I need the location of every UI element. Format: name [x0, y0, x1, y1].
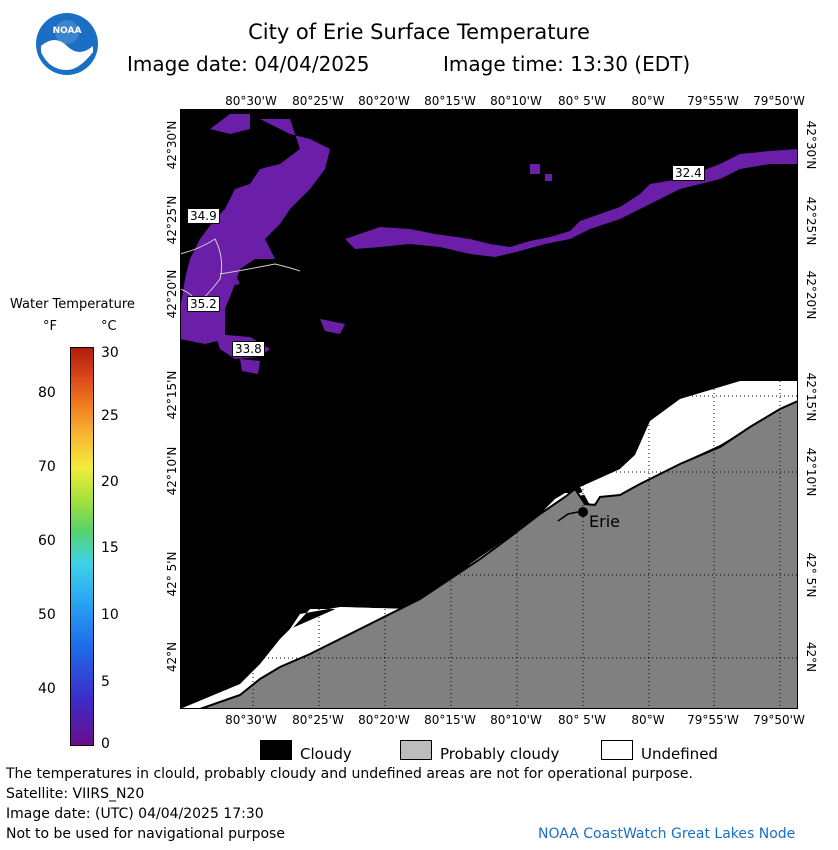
lon-label-top: 80°20'W — [358, 94, 410, 108]
temp-label: 32.4 — [672, 165, 705, 181]
lon-label-top: 80°15'W — [424, 94, 476, 108]
lon-label-bottom: 80°10'W — [490, 713, 542, 727]
c-tick: 0 — [101, 736, 110, 752]
lat-label-right: 42°25'N — [804, 196, 818, 246]
lon-label-bottom: 80°25'W — [292, 713, 344, 727]
footer-satellite: Satellite: VIIRS_N20 — [6, 786, 145, 802]
key-undefined-swatch — [601, 740, 633, 760]
undefined-region-east — [580, 381, 798, 505]
page-title: City of Erie Surface Temperature — [248, 20, 590, 44]
footer-utc-date: Image date: (UTC) 04/04/2025 17:30 — [6, 806, 264, 822]
city-label-erie: Erie — [589, 512, 620, 531]
lat-label-right: 42°30'N — [804, 120, 818, 170]
map-grid — [180, 109, 798, 709]
key-cloudy-swatch — [260, 740, 292, 760]
f-tick: 60 — [38, 533, 56, 549]
c-tick: 15 — [101, 540, 119, 556]
lon-label-top: 79°50'W — [753, 94, 805, 108]
lon-label-top: 80°10'W — [490, 94, 542, 108]
key-probably-cloudy-label: Probably cloudy — [440, 745, 560, 763]
f-tick: 80 — [38, 385, 56, 401]
lon-label-bottom: 80°20'W — [358, 713, 410, 727]
temp-label: 34.9 — [187, 208, 220, 224]
temperature-map: 34.9 35.2 33.8 32.4 Erie — [179, 109, 800, 710]
legend-unit-c: °C — [101, 319, 117, 334]
lon-label-bottom: 79°55'W — [687, 713, 739, 727]
lon-label-top: 79°55'W — [687, 94, 739, 108]
lat-label-left: 42° 5'N — [165, 551, 179, 597]
lon-label-bottom: 79°50'W — [753, 713, 805, 727]
lat-label-right: 42°10'N — [804, 447, 818, 497]
image-date: Image date: 04/04/2025 — [127, 52, 370, 76]
f-tick: 70 — [38, 459, 56, 475]
c-tick: 25 — [101, 408, 119, 424]
lat-label-right: 42° 5'N — [804, 552, 818, 598]
lat-label-left: 42°25'N — [165, 195, 179, 245]
probably-cloudy-region — [199, 399, 799, 710]
temp-label: 33.8 — [232, 341, 265, 357]
lon-label-bottom: 80°15'W — [424, 713, 476, 727]
footer-disclaimer: The temperatures in clould, probably clo… — [6, 766, 693, 782]
temp-label: 35.2 — [187, 296, 220, 312]
lon-label-top: 80°W — [631, 94, 665, 108]
f-tick: 50 — [38, 607, 56, 623]
noaa-logo-text: NOAA — [52, 26, 82, 36]
footer-credit: NOAA CoastWatch Great Lakes Node — [538, 826, 796, 842]
c-tick: 20 — [101, 474, 119, 490]
map-canvas — [179, 109, 800, 710]
lat-label-left: 42°20'N — [165, 269, 179, 319]
footer-navigation-warning: Not to be used for navigational purpose — [6, 826, 285, 842]
image-time: Image time: 13:30 (EDT) — [443, 52, 691, 76]
c-tick: 10 — [101, 607, 119, 623]
lat-label-right: 42°15'N — [804, 372, 818, 422]
color-scale-bar — [70, 347, 94, 746]
erie-shoreline-point — [557, 507, 588, 522]
legend-title: Water Temperature — [10, 297, 135, 312]
lon-label-top: 80° 5'W — [558, 94, 606, 108]
legend-unit-f: °F — [43, 319, 57, 334]
lon-label-bottom: 80°30'W — [225, 713, 277, 727]
lat-label-left: 42°10'N — [165, 446, 179, 496]
lon-label-bottom: 80°W — [631, 713, 665, 727]
lat-label-left: 42°30'N — [165, 120, 179, 170]
lon-label-bottom: 80° 5'W — [558, 713, 606, 727]
key-cloudy-label: Cloudy — [300, 745, 352, 763]
c-tick: 30 — [101, 345, 119, 361]
key-probably-cloudy-swatch — [400, 740, 432, 760]
lat-label-left: 42°15'N — [165, 370, 179, 420]
lat-label-right: 42°N — [804, 641, 818, 673]
noaa-logo: NOAA — [35, 12, 99, 76]
c-tick: 5 — [101, 674, 110, 690]
lon-label-top: 80°30'W — [225, 94, 277, 108]
lon-label-top: 80°25'W — [292, 94, 344, 108]
key-undefined-label: Undefined — [641, 745, 718, 763]
lat-label-right: 42°20'N — [804, 270, 818, 320]
f-tick: 40 — [38, 681, 56, 697]
lat-label-left: 42°N — [165, 641, 179, 673]
